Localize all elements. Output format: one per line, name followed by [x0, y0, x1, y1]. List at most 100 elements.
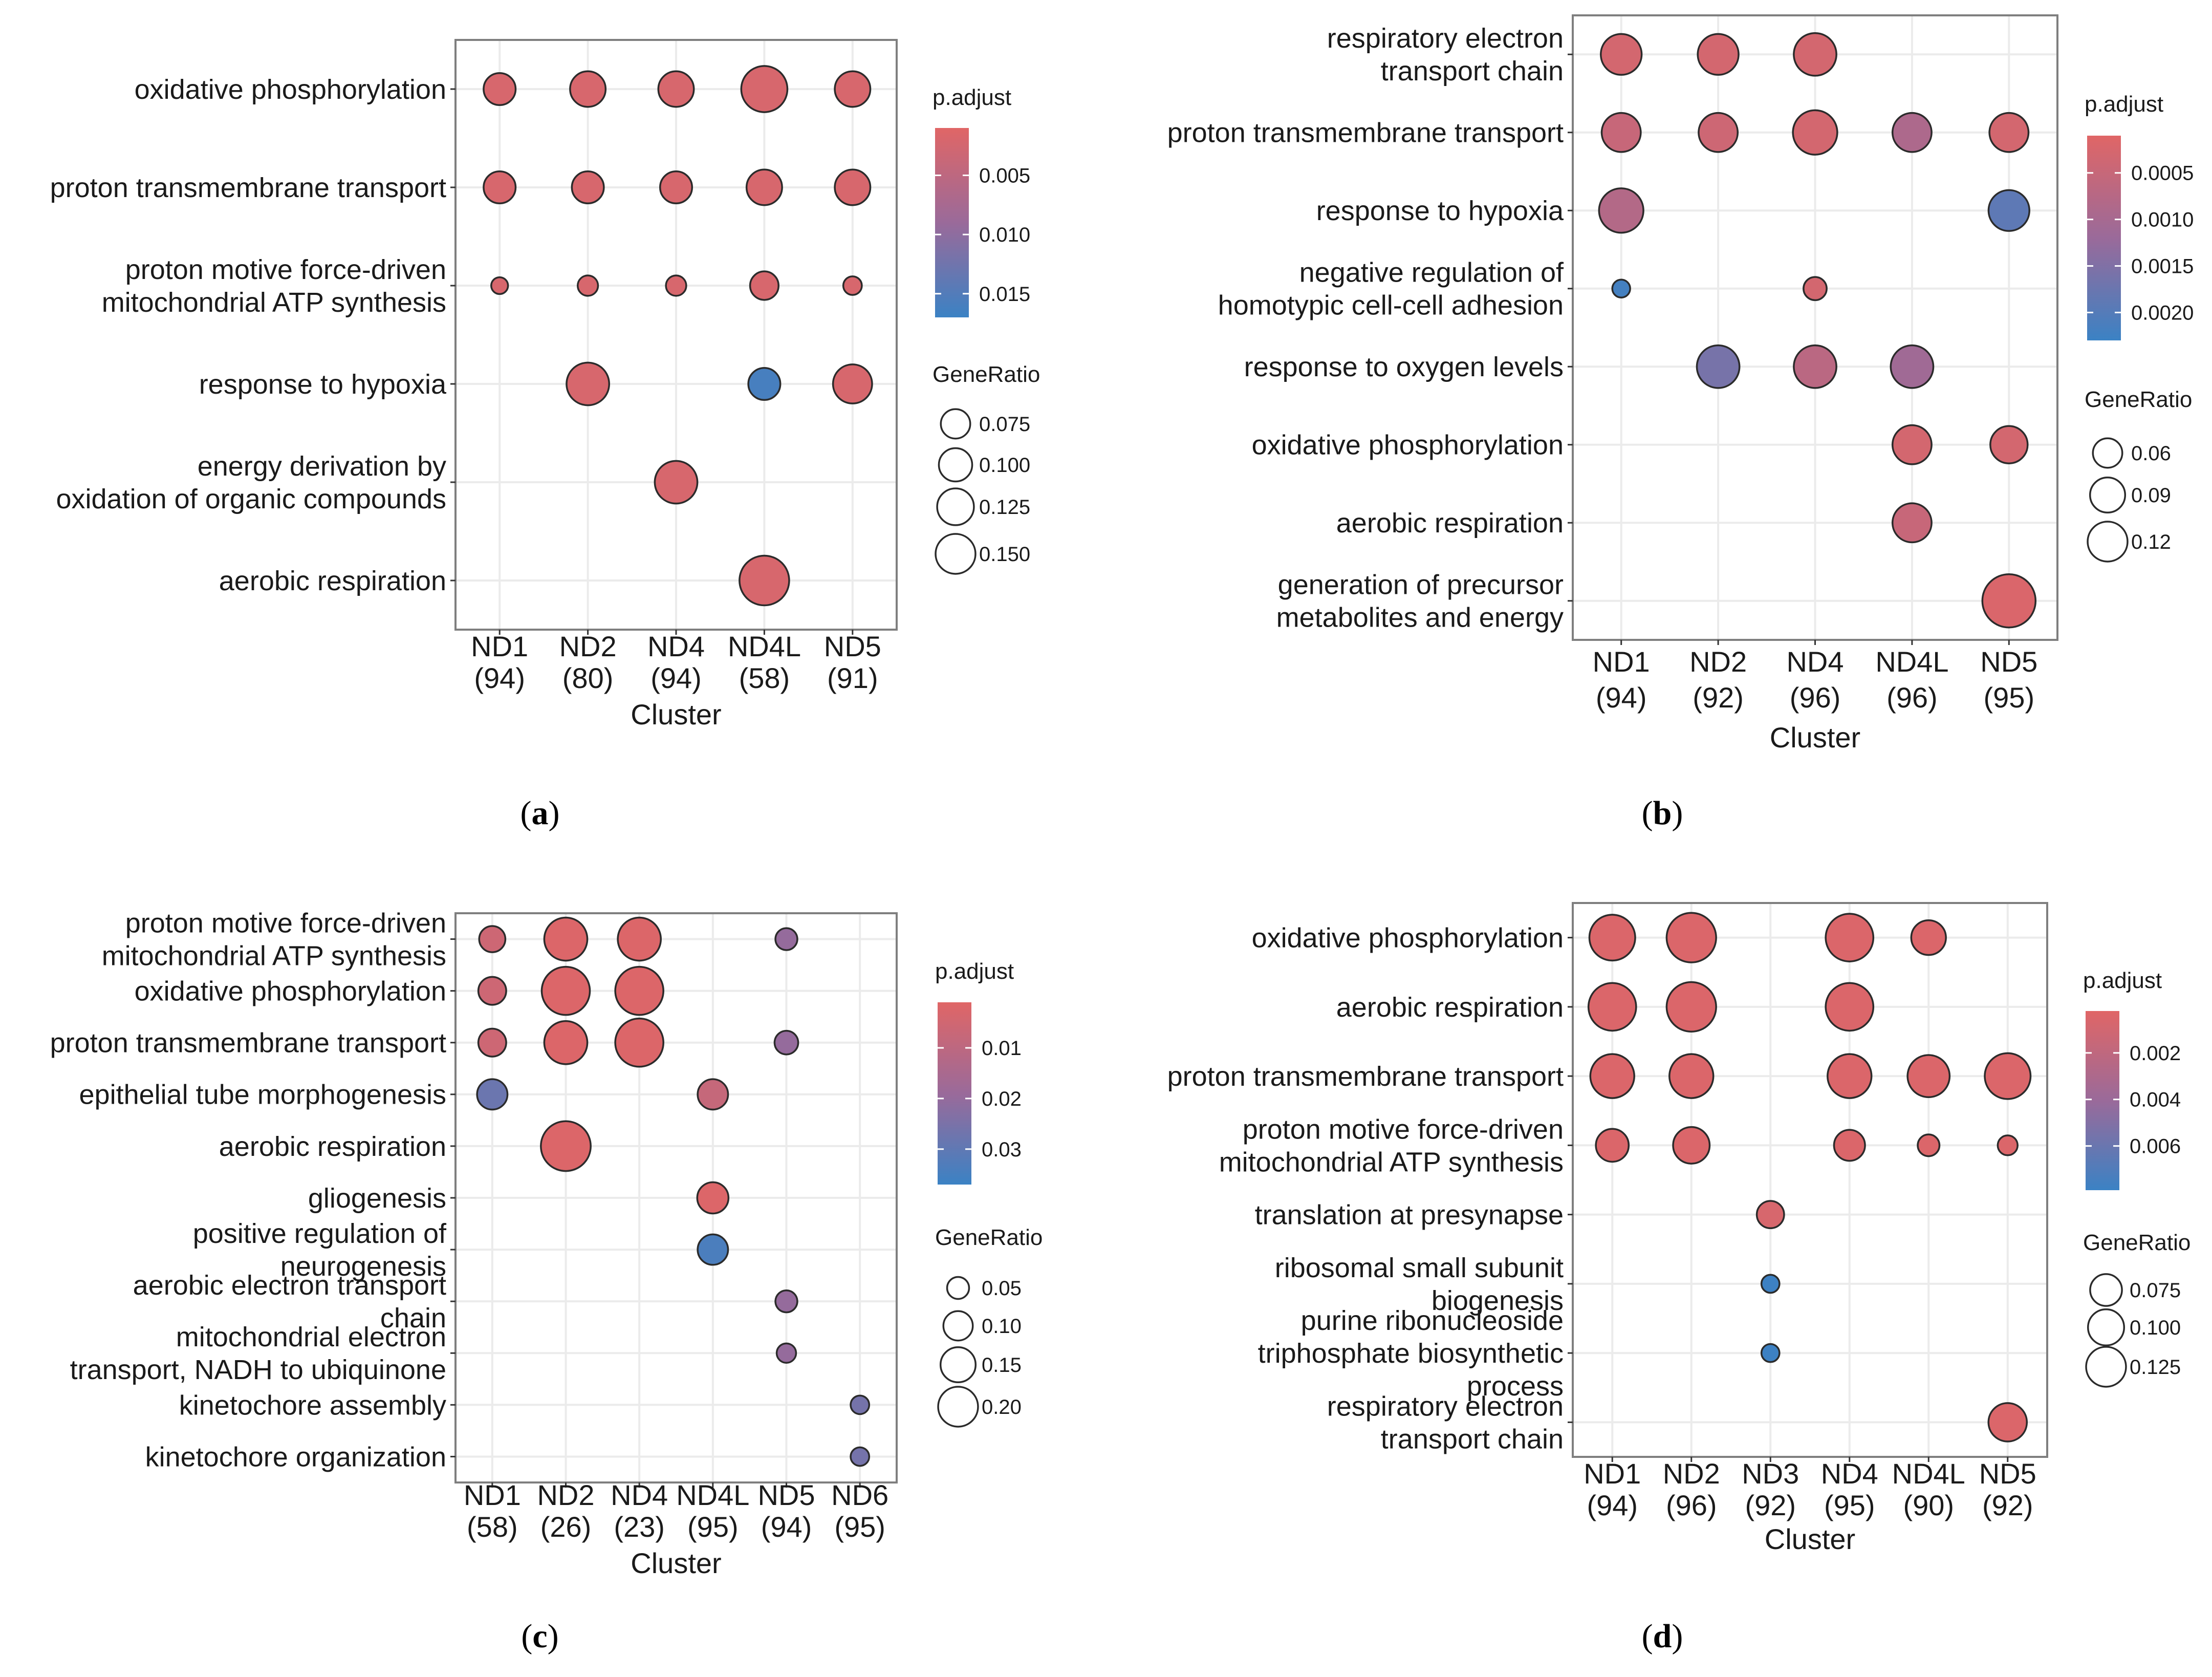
- y-tick-label: proton transmembrane transport: [50, 1028, 446, 1059]
- data-point: [842, 275, 863, 296]
- x-tick-label: ND4: [1786, 646, 1844, 678]
- data-point: [1595, 1128, 1630, 1163]
- x-tick-count: (58): [739, 662, 790, 694]
- legend-color-tick-label: 0.02: [982, 1088, 1022, 1110]
- data-point: [1589, 1053, 1635, 1099]
- data-point: [478, 925, 507, 953]
- y-tick-label: proton transmembrane transport: [1167, 1061, 1564, 1092]
- x-tick-label: ND5: [1979, 1457, 2036, 1490]
- data-point: [569, 70, 607, 108]
- x-tick-label: ND2: [559, 630, 617, 662]
- data-point: [749, 270, 779, 301]
- legend-color-tick-label: 0.03: [982, 1138, 1022, 1161]
- legend-size-tick-label: 0.12: [2131, 531, 2171, 553]
- y-tick-label: aerobic electron transport chain: [133, 1270, 446, 1334]
- data-point: [1792, 109, 1838, 156]
- plot-frame: [1572, 902, 2048, 1458]
- legend-size-tick-label: 0.06: [2131, 442, 2171, 465]
- data-point: [477, 976, 507, 1006]
- x-tick-count: (91): [827, 662, 878, 694]
- data-point: [1827, 1053, 1873, 1099]
- x-tick-label: ND5: [1980, 646, 2037, 678]
- data-point: [1997, 1134, 2019, 1156]
- legend-color-bar: [935, 128, 969, 317]
- x-tick-count: (94): [1596, 681, 1647, 714]
- data-point: [543, 916, 589, 962]
- y-tick-label: oxidative phosphorylation: [1252, 923, 1564, 954]
- legend-size-title: GeneRatio: [935, 1225, 1043, 1250]
- data-point: [745, 168, 783, 206]
- x-tick-count: (92): [1745, 1489, 1796, 1521]
- legend-color-tick-label: 0.0020: [2131, 302, 2194, 324]
- legend-size-title: GeneRatio: [932, 362, 1040, 387]
- x-tick-label: ND1: [464, 1479, 521, 1511]
- data-point: [773, 1029, 799, 1056]
- legend-color-title: p.adjust: [935, 959, 1014, 984]
- x-tick-label: ND5: [824, 630, 881, 662]
- x-axis-label: Cluster: [631, 1547, 721, 1579]
- data-point: [834, 168, 872, 206]
- legend-size-circle: [936, 487, 975, 526]
- data-point: [1989, 425, 2029, 464]
- data-point: [1600, 33, 1643, 76]
- data-point: [1665, 981, 1717, 1033]
- legend-size-tick-label: 0.150: [979, 543, 1030, 566]
- y-tick-label: response to hypoxia: [199, 369, 447, 400]
- data-point: [697, 1078, 729, 1111]
- data-point: [1600, 112, 1642, 153]
- data-point: [1890, 344, 1935, 389]
- y-tick-label: aerobic respiration: [1336, 992, 1564, 1023]
- panel-caption: (a): [521, 794, 560, 832]
- data-point: [740, 65, 789, 113]
- y-tick-label: aerobic respiration: [1336, 508, 1564, 539]
- data-point: [1793, 344, 1837, 389]
- legend-size-circle: [938, 447, 973, 483]
- panel-caption: (b): [1642, 794, 1683, 832]
- panel-caption: (d): [1642, 1618, 1683, 1655]
- y-tick-label: response to oxygen levels: [1244, 352, 1564, 382]
- x-axis-label: Cluster: [1765, 1523, 1855, 1555]
- x-tick-count: (58): [467, 1511, 518, 1543]
- x-tick-label: ND5: [757, 1479, 815, 1511]
- x-tick-count: (92): [1982, 1489, 2033, 1521]
- legend-size-tick-label: 0.10: [982, 1315, 1022, 1338]
- x-tick-count: (96): [1666, 1489, 1717, 1521]
- x-axis-label: Cluster: [631, 698, 721, 730]
- legend-size-tick-label: 0.09: [2131, 484, 2171, 507]
- legend-size-circle: [946, 1276, 970, 1300]
- panel-c: proton motive force-driven mitochondrial …: [50, 908, 1043, 1655]
- data-point: [614, 965, 664, 1016]
- x-tick-count: (80): [562, 662, 614, 694]
- y-tick-label: kinetochore assembly: [179, 1390, 446, 1421]
- x-tick-label: ND4L: [676, 1479, 749, 1511]
- legend-color-tick-label: 0.0015: [2131, 255, 2194, 278]
- data-point: [540, 1120, 592, 1172]
- legend-size-tick-label: 0.05: [982, 1277, 1022, 1300]
- data-point: [1793, 32, 1837, 77]
- data-point: [1917, 1133, 1941, 1157]
- y-tick-label: ribosomal small subunit biogenesis: [1275, 1253, 1564, 1316]
- data-point: [483, 72, 517, 106]
- data-point: [1698, 112, 1739, 153]
- data-point: [1760, 1274, 1781, 1294]
- y-tick-label: aerobic respiration: [219, 566, 446, 596]
- legend-size-tick-label: 0.100: [2130, 1317, 2181, 1339]
- data-point: [476, 1078, 509, 1111]
- y-tick-label: positive regulation of neurogenesis: [193, 1218, 447, 1282]
- data-point: [1988, 112, 2030, 153]
- legend-size-circle: [940, 408, 971, 440]
- x-tick-count: (95): [1984, 681, 2035, 714]
- legend-size-circle: [2092, 437, 2123, 469]
- legend-color-title: p.adjust: [2083, 968, 2162, 993]
- legend-size-title: GeneRatio: [2085, 387, 2192, 412]
- legend-size-title: GeneRatio: [2083, 1230, 2191, 1255]
- legend-size-tick-label: 0.125: [979, 496, 1030, 519]
- data-point: [483, 170, 517, 205]
- data-point: [1665, 912, 1717, 963]
- data-point: [1891, 112, 1933, 153]
- legend-color-bar: [938, 1002, 971, 1185]
- y-tick-label: purine ribonucleoside triphosphate biosyn…: [1258, 1305, 1564, 1402]
- data-point: [1696, 344, 1741, 389]
- data-point: [1833, 1129, 1866, 1162]
- data-point: [1668, 1053, 1715, 1099]
